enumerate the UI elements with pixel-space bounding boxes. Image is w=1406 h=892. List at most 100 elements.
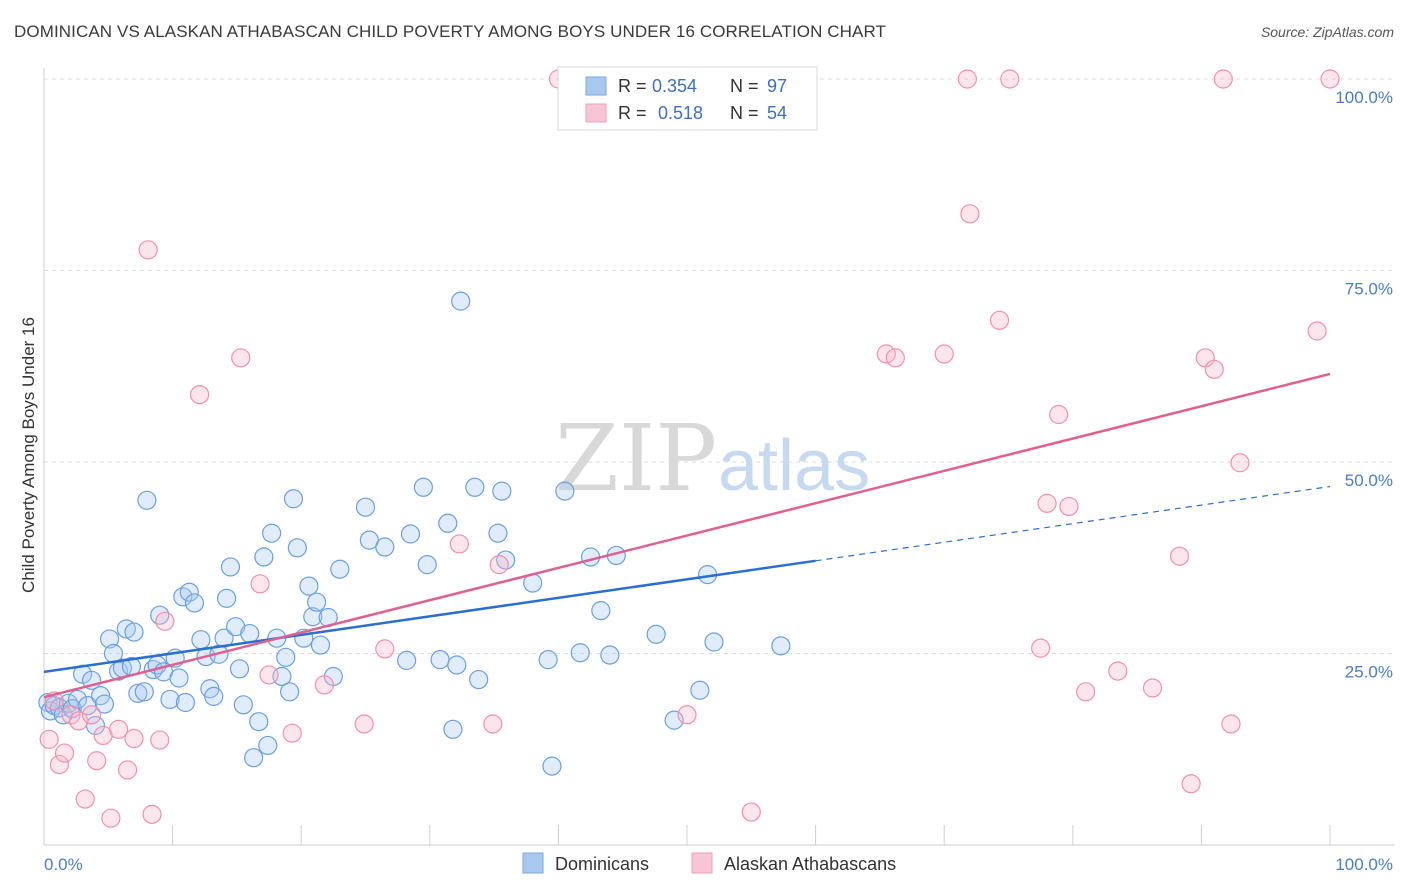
x-tick-label-max: 100.0%	[1335, 855, 1393, 874]
point-alaskan-athabascans	[138, 240, 158, 260]
grid-lines	[44, 78, 1395, 654]
legend-r-value-1: 0.354	[652, 76, 697, 96]
point-dominicans	[204, 686, 224, 706]
y-tick-label: 75.0%	[1345, 280, 1393, 299]
point-dominicans	[287, 538, 307, 558]
point-dominicans	[555, 481, 575, 501]
series-legend: Dominicans Alaskan Athabascans	[522, 852, 896, 874]
point-alaskan-athabascans	[117, 760, 138, 780]
point-alaskan-athabascans	[1037, 493, 1057, 513]
point-dominicans	[397, 650, 417, 670]
point-alaskan-athabascans	[314, 675, 334, 695]
point-dominicans	[542, 756, 562, 776]
point-alaskan-athabascans	[124, 728, 144, 749]
point-alaskan-athabascans	[1059, 496, 1079, 517]
point-dominicans	[451, 291, 471, 311]
series-swatch-dominicans	[522, 852, 544, 874]
x-tick-labels: 0.0% 100.0%	[44, 855, 1393, 874]
point-dominicans	[310, 635, 331, 655]
point-alaskan-athabascans	[354, 714, 374, 734]
point-alaskan-athabascans	[61, 705, 81, 725]
axes	[43, 68, 1395, 846]
point-alaskan-athabascans	[1169, 546, 1190, 566]
chart-source: Source: ZipAtlas.com	[1260, 24, 1394, 40]
point-dominicans	[664, 710, 684, 730]
legend-n-label-2: N =	[730, 103, 759, 123]
point-dominicans	[417, 555, 437, 575]
point-dominicans	[175, 692, 196, 713]
point-alaskan-athabascans	[54, 743, 75, 763]
point-dominicans	[283, 489, 304, 509]
series-swatch-alaskan-athabascans	[691, 852, 713, 874]
point-alaskan-athabascans	[1230, 453, 1250, 473]
point-alaskan-athabascans	[483, 714, 503, 734]
chart-title: DOMINICAN VS ALASKAN ATHABASCAN CHILD PO…	[14, 22, 887, 41]
point-dominicans	[160, 689, 180, 710]
point-dominicans	[330, 559, 350, 579]
point-dominicans	[94, 694, 115, 714]
point-alaskan-athabascans	[1221, 714, 1241, 734]
point-dominicans	[191, 630, 211, 650]
point-alaskan-athabascans	[150, 730, 170, 750]
legend-n-value-2: 54	[767, 103, 787, 123]
point-alaskan-athabascans	[449, 534, 469, 554]
point-dominicans	[258, 735, 278, 756]
point-alaskan-athabascans	[282, 723, 302, 743]
series-label-dominicans: Dominicans	[555, 854, 649, 874]
point-alaskan-athabascans	[250, 574, 270, 594]
point-dominicans	[299, 576, 319, 596]
point-dominicans	[128, 683, 148, 703]
point-alaskan-athabascans	[49, 754, 70, 775]
point-alaskan-athabascans	[885, 348, 905, 368]
point-alaskan-athabascans	[142, 804, 162, 824]
point-dominicans	[184, 593, 205, 613]
point-dominicans	[704, 632, 724, 652]
point-alaskan-athabascans	[1181, 774, 1201, 794]
point-alaskan-athabascans	[934, 344, 954, 364]
point-dominicans	[262, 523, 282, 543]
point-dominicans	[413, 477, 433, 497]
point-dominicans	[591, 601, 611, 621]
watermark-zip: ZIP	[555, 405, 717, 512]
point-alaskan-athabascans	[1000, 69, 1020, 89]
legend-r-label-1: R =	[618, 76, 647, 96]
point-dominicans	[124, 622, 144, 642]
point-alaskan-athabascans	[87, 751, 107, 771]
trend-line-alaskan-athabascans	[43, 372, 1331, 699]
point-dominicans	[488, 523, 508, 543]
y-axis-label: Child Poverty Among Boys Under 16	[19, 317, 38, 593]
point-alaskan-athabascans	[39, 729, 59, 749]
legend-swatch-alaskan-athabascans	[585, 103, 607, 123]
point-dominicans	[99, 629, 120, 649]
y-tick-label: 25.0%	[1345, 663, 1393, 682]
point-dominicans	[600, 645, 620, 665]
point-dominicans	[400, 524, 421, 544]
point-alaskan-athabascans	[375, 639, 395, 659]
legend-n-label-1: N =	[730, 76, 759, 96]
point-dominicans	[276, 647, 296, 667]
correlation-legend: R = 0.354 N = 97 R = 0.518 N = 54	[557, 66, 818, 131]
point-dominicans	[254, 547, 274, 567]
point-alaskan-athabascans	[741, 802, 761, 822]
point-alaskan-athabascans	[75, 789, 95, 809]
trend-line-dominicans-extension	[815, 485, 1331, 562]
point-alaskan-athabascans	[677, 705, 697, 725]
point-dominicans	[220, 557, 241, 577]
point-dominicans	[307, 592, 327, 612]
y-tick-labels: 25.0% 50.0% 75.0% 100.0%	[1335, 88, 1393, 682]
point-dominicans	[240, 623, 260, 644]
point-dominicans	[179, 582, 199, 602]
y-tick-label: 100.0%	[1335, 88, 1393, 107]
point-alaskan-athabascans	[190, 384, 210, 405]
x-tick-label-min: 0.0%	[44, 855, 83, 874]
point-dominicans	[233, 695, 253, 715]
point-dominicans	[771, 636, 791, 656]
point-dominicans	[469, 669, 489, 690]
point-dominicans	[280, 682, 300, 702]
point-dominicans	[169, 668, 189, 688]
point-alaskan-athabascans	[108, 719, 129, 739]
trend-lines	[43, 372, 1331, 699]
point-alaskan-athabascans	[259, 665, 279, 685]
point-dominicans	[217, 588, 237, 608]
legend-r-value-2: 0.518	[658, 103, 703, 123]
